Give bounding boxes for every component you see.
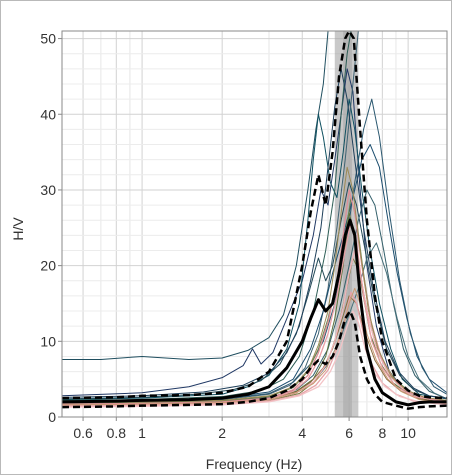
x-tick-label: 0.6 xyxy=(73,425,93,441)
lower-std-curve xyxy=(62,309,447,410)
x-tick-label: 4 xyxy=(298,425,306,441)
x-tick-label: 0.8 xyxy=(107,425,127,441)
x-tick-label: 6 xyxy=(345,425,353,441)
x-tick-label: 1 xyxy=(138,425,146,441)
y-tick-label: 40 xyxy=(40,106,56,122)
window-curve xyxy=(62,189,447,404)
window-curve xyxy=(62,189,447,405)
y-tick-label: 20 xyxy=(40,258,56,274)
window-curve xyxy=(62,166,447,404)
y-tick-label: 10 xyxy=(40,333,56,349)
y-axis-ticks: 0 10 20 30 40 50 xyxy=(40,31,62,425)
window-curve xyxy=(62,98,447,403)
window-curve xyxy=(62,31,329,360)
x-axis-ticks: 0.6 0.8 1 2 4 6 8 10 xyxy=(73,417,416,441)
y-axis-title: H/V xyxy=(10,217,26,241)
x-tick-label: 2 xyxy=(218,425,226,441)
upper-std-curve xyxy=(62,31,447,400)
window-curve xyxy=(62,68,447,399)
window-curve xyxy=(62,98,447,401)
x-axis-title: Frequency (Hz) xyxy=(206,456,302,472)
plot-border xyxy=(61,30,448,418)
average-curve xyxy=(62,218,447,407)
x-tick-label: 10 xyxy=(400,425,416,441)
window-curve xyxy=(62,181,447,400)
y-tick-label: 50 xyxy=(40,31,56,47)
y-tick-label: 30 xyxy=(40,182,56,198)
window-curve xyxy=(62,310,447,408)
series-layer xyxy=(62,31,447,410)
y-tick-label: 0 xyxy=(48,409,56,425)
x-tick-label: 8 xyxy=(378,425,386,441)
